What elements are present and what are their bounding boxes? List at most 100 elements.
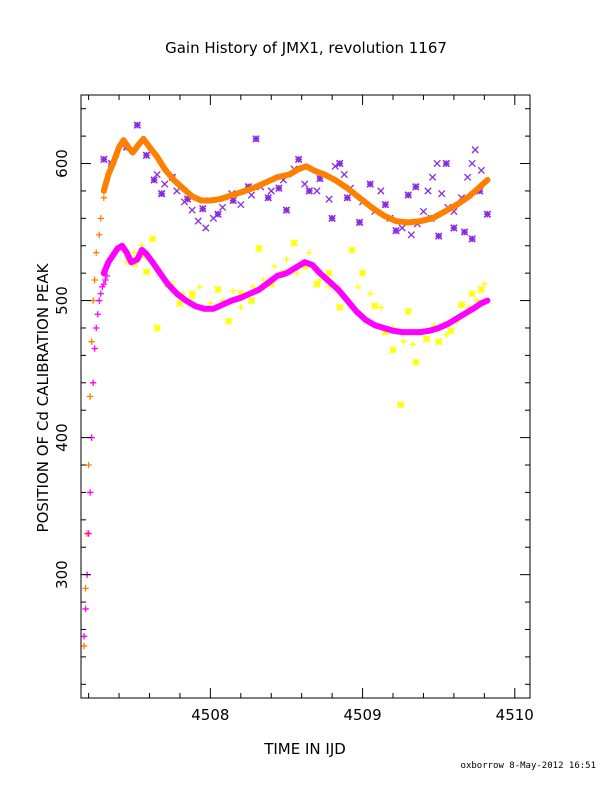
data-point-x: [424, 187, 432, 195]
data-point-asterisk: [457, 300, 466, 309]
data-point-x: [407, 231, 415, 239]
data-point-plus: [473, 297, 480, 304]
data-point-x: [433, 159, 441, 168]
data-point-plus: [85, 530, 92, 537]
data-point-asterisk: [328, 214, 336, 223]
data-point-asterisk: [264, 194, 272, 202]
data-point-x: [173, 187, 181, 195]
data-point-x: [194, 217, 202, 225]
data-point-asterisk: [389, 346, 397, 354]
data-point-asterisk: [434, 337, 443, 346]
data-point-plus: [131, 249, 138, 256]
data-point-plus: [366, 290, 374, 297]
data-point-plus: [97, 290, 104, 297]
data-point-x: [428, 173, 437, 181]
data-point-asterisk: [392, 226, 400, 235]
data-point-asterisk: [305, 187, 314, 195]
data-point-plus: [306, 249, 313, 256]
data-point-x: [202, 224, 210, 232]
data-point-x: [463, 173, 472, 181]
data-point-asterisk: [313, 280, 321, 288]
data-point-plus: [354, 283, 362, 291]
chart-title: Gain History of JMX1, revolution 1167: [165, 39, 447, 57]
data-point-asterisk: [442, 159, 451, 168]
data-point-asterisk: [142, 268, 151, 276]
data-point-asterisk: [282, 206, 291, 214]
data-point-asterisk: [247, 296, 256, 305]
series-trend-line: [100, 242, 491, 336]
axes: 4508 4509 4510 300 400 500 600: [53, 94, 534, 724]
data-point-plus: [293, 269, 301, 277]
y-tick-label: 400: [53, 423, 71, 452]
x-tick-label: 4508: [191, 706, 229, 724]
data-point-asterisk: [468, 235, 476, 243]
data-point-asterisk: [300, 262, 309, 271]
data-point-asterisk: [396, 400, 405, 409]
data-point-asterisk: [188, 289, 196, 298]
data-point-asterisk: [422, 335, 431, 343]
data-point-plus: [86, 489, 94, 496]
series-7: [100, 242, 491, 336]
plot-area: [80, 121, 492, 650]
data-point-plus: [97, 215, 104, 222]
data-point-asterisk: [325, 269, 333, 277]
data-point-x: [325, 195, 333, 203]
data-point-asterisk: [335, 159, 344, 168]
data-point-x: [377, 187, 385, 195]
data-point-asterisk: [255, 244, 263, 253]
data-point-asterisk: [290, 239, 298, 247]
data-point-plus: [85, 461, 92, 469]
data-point-asterisk: [381, 328, 390, 336]
series-6: [100, 135, 491, 226]
data-point-asterisk: [477, 285, 486, 294]
data-point-asterisk: [176, 299, 184, 308]
data-point-asterisk: [412, 358, 420, 367]
data-point-plus: [196, 283, 203, 291]
data-point-plus: [102, 276, 109, 284]
data-point-plus: [100, 194, 108, 201]
data-point-asterisk: [404, 191, 413, 199]
data-point-asterisk: [468, 289, 476, 298]
data-point-asterisk: [343, 194, 352, 202]
data-point-x: [468, 159, 476, 168]
data-point-plus: [82, 585, 89, 592]
data-point-asterisk: [148, 235, 157, 243]
data-point-plus: [91, 276, 98, 284]
data-point-asterisk: [252, 135, 260, 143]
data-point-x: [247, 191, 256, 199]
data-point-asterisk: [224, 317, 233, 325]
data-point-plus: [409, 341, 417, 348]
data-point-asterisk: [214, 285, 222, 294]
data-point-x: [471, 146, 479, 154]
data-point-x: [188, 206, 196, 214]
data-point-asterisk: [483, 210, 492, 218]
data-point-asterisk: [229, 196, 237, 205]
y-axis-label: POSITION OF Cd CALIBRATION PEAK: [34, 262, 52, 532]
data-point-x: [161, 180, 169, 188]
x-axis-label: TIME IN IJD: [263, 740, 346, 758]
data-point-asterisk: [412, 183, 420, 191]
data-point-asterisk: [447, 326, 455, 335]
data-point-asterisk: [275, 184, 283, 192]
data-point-asterisk: [214, 210, 222, 218]
plot-frame: [80, 94, 531, 699]
data-point-plus: [82, 605, 89, 613]
data-point-asterisk: [404, 307, 413, 316]
data-point-plus: [96, 297, 103, 304]
data-point-plus: [86, 393, 94, 400]
series-0: [153, 146, 485, 239]
series-5: [80, 272, 111, 640]
data-point-asterisk: [153, 324, 161, 332]
footer-stamp: oxborrow 8-May-2012 16:51: [461, 761, 596, 771]
data-point-asterisk: [366, 180, 374, 188]
data-point-plus: [94, 311, 101, 318]
data-point-plus: [271, 263, 278, 270]
data-point-x: [267, 187, 275, 195]
data-point-plus: [89, 379, 97, 386]
series-trend-line: [100, 135, 491, 226]
data-point-asterisk: [335, 303, 344, 312]
y-tick-label: 300: [53, 560, 71, 589]
data-point-plus: [188, 294, 196, 302]
data-point-plus: [80, 642, 88, 650]
